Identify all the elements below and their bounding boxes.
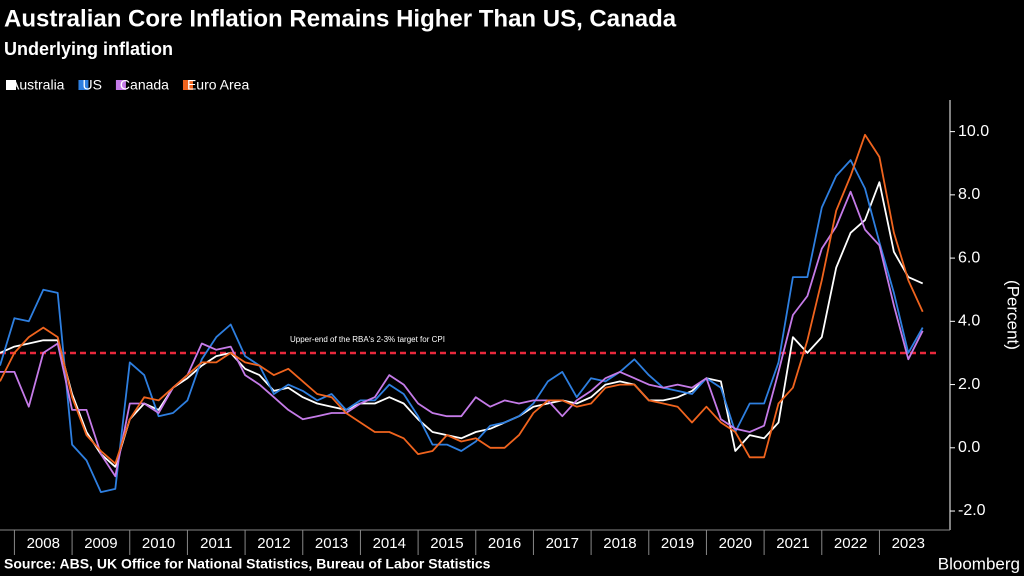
legend-label: US xyxy=(82,77,101,93)
y-axis-label: (Percent) xyxy=(1004,280,1023,350)
x-tick-label: 2016 xyxy=(488,535,521,552)
legend-swatch xyxy=(182,80,193,90)
legend-swatch xyxy=(115,80,126,90)
legend-label: Australia xyxy=(10,77,65,93)
reference-label: Upper-end of the RBA's 2-3% target for C… xyxy=(290,335,445,344)
x-tick-label: 2017 xyxy=(546,535,579,552)
y-tick-label: -2.0 xyxy=(958,502,986,519)
series-line xyxy=(0,133,924,465)
x-tick-label: 2014 xyxy=(373,535,406,552)
x-tick-label: 2009 xyxy=(84,535,117,552)
x-tick-label: 2022 xyxy=(834,535,867,552)
brand: Bloomberg xyxy=(938,554,1020,573)
legend-label: Euro Area xyxy=(187,77,249,93)
x-tick-label: 2013 xyxy=(315,535,348,552)
y-tick-label: 10.0 xyxy=(958,123,989,140)
legend: Australia US Canada Euro Area xyxy=(6,77,249,93)
legend-swatch xyxy=(6,80,16,90)
y-tick-label: 2.0 xyxy=(958,376,980,393)
y-tick-label: 6.0 xyxy=(958,249,980,266)
series-line xyxy=(0,181,924,468)
y-tick-label: 8.0 xyxy=(958,186,980,203)
x-tick-label: 2018 xyxy=(603,535,636,552)
x-tick-label: 2008 xyxy=(27,535,60,552)
x-tick-label: 2010 xyxy=(142,535,175,552)
legend-label: Canada xyxy=(120,77,169,93)
y-tick-label: 0.0 xyxy=(958,439,980,456)
series-line xyxy=(0,159,924,494)
source: Source: ABS, UK Office for National Stat… xyxy=(4,556,491,572)
x-tick-label: 2019 xyxy=(661,535,694,552)
x-tick-label: 2012 xyxy=(257,535,290,552)
x-tick-label: 2020 xyxy=(719,535,752,552)
x-tick-label: 2023 xyxy=(892,535,925,552)
chart-title: Australian Core Inflation Remains Higher… xyxy=(4,5,677,32)
series-line xyxy=(0,190,924,478)
chart-subtitle: Underlying inflation xyxy=(4,39,173,59)
x-tick-label: 2015 xyxy=(430,535,463,552)
y-tick-label: 4.0 xyxy=(958,313,980,330)
legend-swatch xyxy=(78,80,89,90)
x-tick-label: 2011 xyxy=(200,535,232,552)
x-tick-label: 2021 xyxy=(776,535,809,552)
